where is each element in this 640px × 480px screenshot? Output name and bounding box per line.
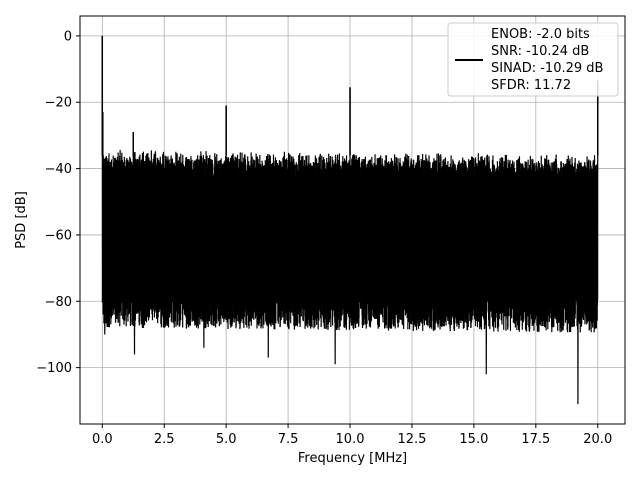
x-tick-label: 20.0 (583, 432, 612, 447)
y-tick-label: −60 (45, 228, 72, 243)
x-tick-label: 10.0 (336, 432, 365, 447)
legend: ENOB: -2.0 bits SNR: -10.24 dB SINAD: -1… (447, 22, 619, 97)
axes-frame (79, 15, 626, 425)
y-tick-label: −80 (45, 295, 72, 310)
legend-line-enob: ENOB: -2.0 bits (491, 27, 590, 42)
x-tick-label: 17.5 (521, 432, 550, 447)
y-tick-label: −100 (36, 361, 72, 376)
legend-line-sfdr: SFDR: 11.72 (491, 78, 571, 93)
y-axis-label: PSD [dB] (14, 191, 29, 249)
x-tick-label: 15.0 (459, 432, 488, 447)
x-axis-ticks: 0.0 2.5 5.0 7.5 10.0 12.5 15.0 17.5 20.0 (92, 424, 612, 447)
x-tick-label: 7.5 (278, 432, 299, 447)
x-tick-label: 2.5 (154, 432, 175, 447)
legend-line-sinad: SINAD: -10.29 dB (491, 61, 603, 76)
y-tick-label: −20 (45, 96, 72, 111)
x-tick-label: 5.0 (216, 432, 237, 447)
x-axis-label: Frequency [MHz] (298, 451, 407, 466)
y-tick-label: 0 (64, 29, 72, 44)
y-tick-label: −40 (45, 162, 72, 177)
x-tick-label: 0.0 (92, 432, 113, 447)
legend-box (447, 22, 619, 97)
legend-line-snr: SNR: -10.24 dB (491, 44, 589, 59)
x-tick-label: 12.5 (397, 432, 426, 447)
y-axis-ticks: 0 −20 −40 −60 −80 −100 (36, 29, 80, 376)
